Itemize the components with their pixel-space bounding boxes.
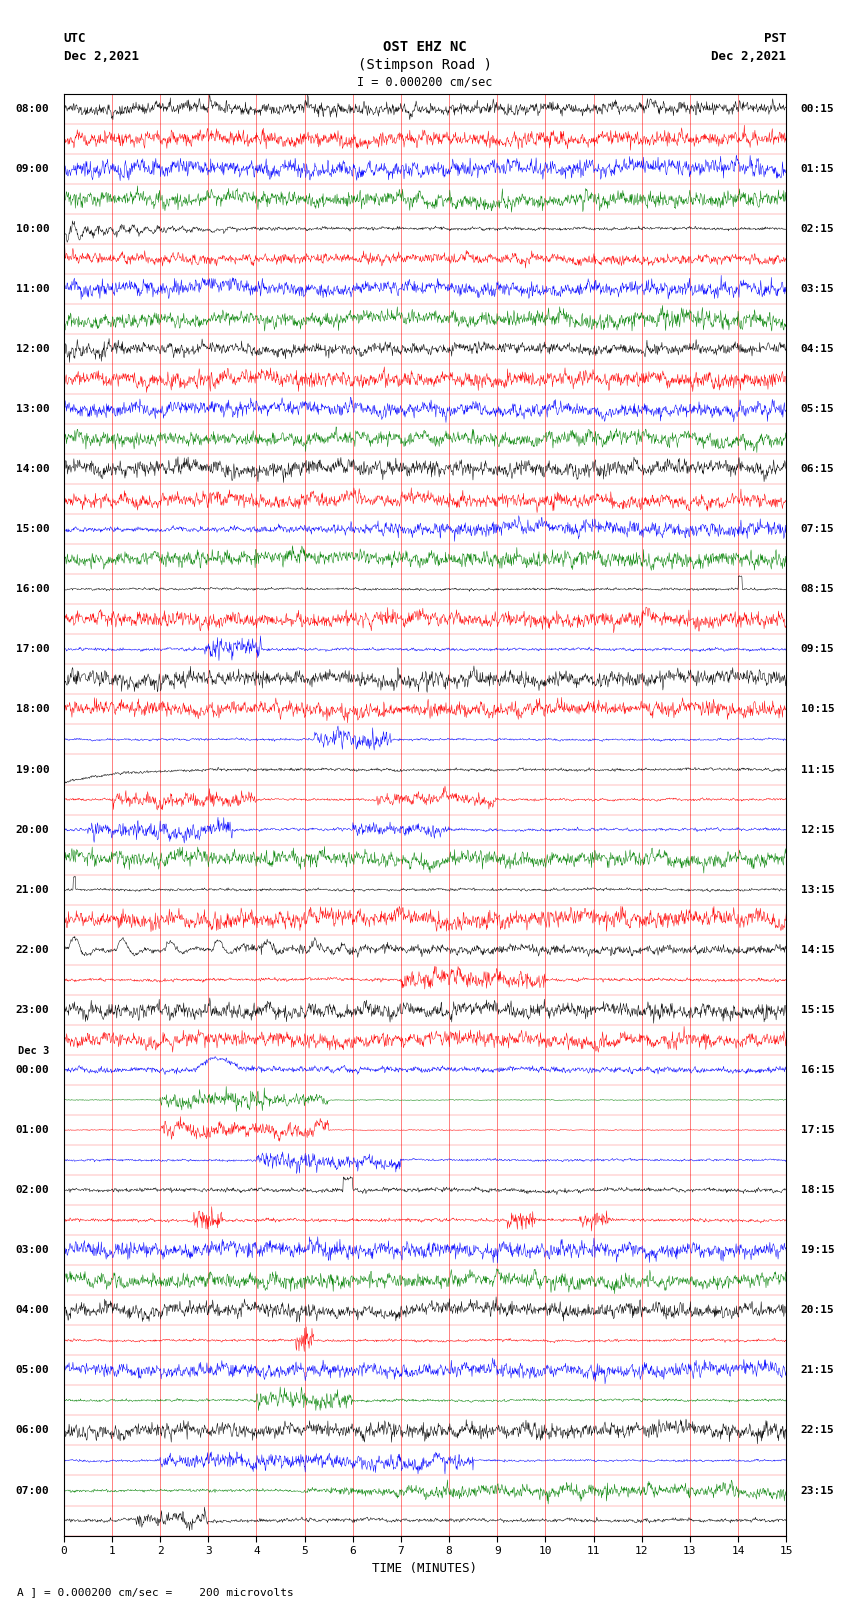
Text: A ] = 0.000200 cm/sec =    200 microvolts: A ] = 0.000200 cm/sec = 200 microvolts (17, 1587, 294, 1597)
Text: 03:00: 03:00 (15, 1245, 49, 1255)
Text: 02:15: 02:15 (801, 224, 835, 234)
Text: Dec 2,2021: Dec 2,2021 (711, 50, 786, 63)
Text: 20:15: 20:15 (801, 1305, 835, 1315)
Text: 10:00: 10:00 (15, 224, 49, 234)
Text: 23:00: 23:00 (15, 1005, 49, 1015)
Text: 09:15: 09:15 (801, 644, 835, 655)
Text: 04:15: 04:15 (801, 344, 835, 353)
Text: 14:15: 14:15 (801, 945, 835, 955)
Text: 01:00: 01:00 (15, 1124, 49, 1136)
Text: 21:15: 21:15 (801, 1365, 835, 1376)
Text: 11:15: 11:15 (801, 765, 835, 774)
Text: Dec 2,2021: Dec 2,2021 (64, 50, 139, 63)
Text: 19:15: 19:15 (801, 1245, 835, 1255)
Text: 00:15: 00:15 (801, 103, 835, 113)
Text: 21:00: 21:00 (15, 884, 49, 895)
Text: 22:15: 22:15 (801, 1426, 835, 1436)
Text: UTC: UTC (64, 32, 86, 45)
Text: 17:15: 17:15 (801, 1124, 835, 1136)
Text: 15:00: 15:00 (15, 524, 49, 534)
Text: 12:15: 12:15 (801, 824, 835, 834)
Text: 06:15: 06:15 (801, 465, 835, 474)
Text: 02:00: 02:00 (15, 1186, 49, 1195)
Text: 22:00: 22:00 (15, 945, 49, 955)
Text: 05:15: 05:15 (801, 403, 835, 415)
Text: 09:00: 09:00 (15, 163, 49, 174)
Text: 23:15: 23:15 (801, 1486, 835, 1495)
Text: 11:00: 11:00 (15, 284, 49, 294)
Text: Dec 3: Dec 3 (18, 1047, 49, 1057)
Text: 04:00: 04:00 (15, 1305, 49, 1315)
Text: OST EHZ NC: OST EHZ NC (383, 40, 467, 55)
Text: I = 0.000200 cm/sec: I = 0.000200 cm/sec (357, 76, 493, 89)
Text: 03:15: 03:15 (801, 284, 835, 294)
Text: 18:00: 18:00 (15, 705, 49, 715)
Text: 14:00: 14:00 (15, 465, 49, 474)
Text: 08:15: 08:15 (801, 584, 835, 594)
Text: PST: PST (764, 32, 786, 45)
Text: 07:00: 07:00 (15, 1486, 49, 1495)
Text: 08:00: 08:00 (15, 103, 49, 113)
Text: 20:00: 20:00 (15, 824, 49, 834)
Text: 16:15: 16:15 (801, 1065, 835, 1074)
Text: 01:15: 01:15 (801, 163, 835, 174)
Text: 13:00: 13:00 (15, 403, 49, 415)
Text: (Stimpson Road ): (Stimpson Road ) (358, 58, 492, 73)
Text: 18:15: 18:15 (801, 1186, 835, 1195)
Text: 15:15: 15:15 (801, 1005, 835, 1015)
Text: 17:00: 17:00 (15, 644, 49, 655)
Text: 13:15: 13:15 (801, 884, 835, 895)
Text: 19:00: 19:00 (15, 765, 49, 774)
Text: 06:00: 06:00 (15, 1426, 49, 1436)
Text: 10:15: 10:15 (801, 705, 835, 715)
Text: 00:00: 00:00 (15, 1065, 49, 1074)
X-axis label: TIME (MINUTES): TIME (MINUTES) (372, 1561, 478, 1574)
Text: 07:15: 07:15 (801, 524, 835, 534)
Text: 05:00: 05:00 (15, 1365, 49, 1376)
Text: 12:00: 12:00 (15, 344, 49, 353)
Text: 16:00: 16:00 (15, 584, 49, 594)
